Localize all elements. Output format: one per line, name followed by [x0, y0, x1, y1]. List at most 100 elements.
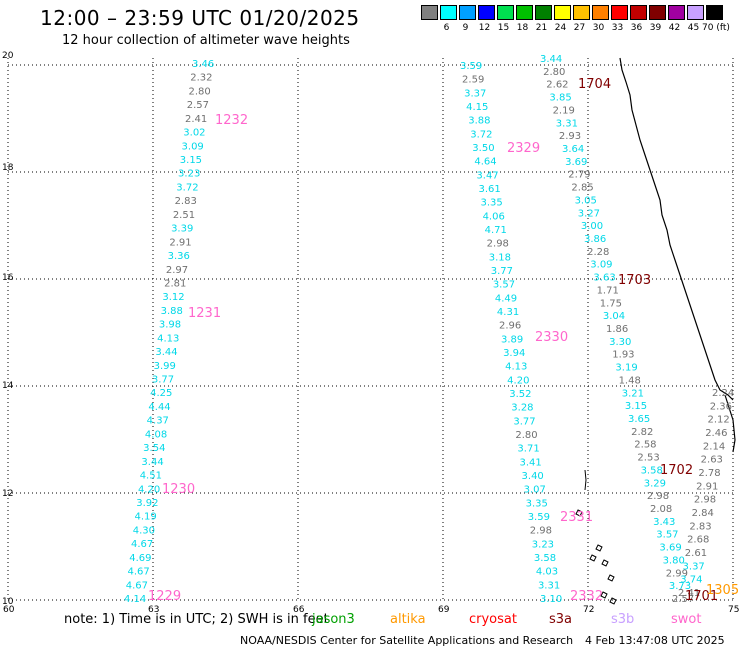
wave-height-value: 3.85	[549, 93, 571, 104]
wave-height-value: 2.24	[712, 388, 734, 399]
wave-height-value: 2.14	[703, 441, 725, 452]
wave-height-value: 3.44	[155, 347, 177, 358]
wave-height-value: 3.69	[565, 157, 587, 168]
footer-credit: NOAA/NESDIS Center for Satellite Applica…	[240, 634, 574, 647]
wave-height-value: 3.00	[581, 221, 603, 232]
lat-tick-label: 20	[2, 51, 14, 61]
wave-height-value: 2.93	[559, 131, 581, 142]
wave-height-value: 3.88	[468, 116, 490, 127]
wave-height-value: 3.30	[609, 337, 631, 348]
lon-tick-label: 69	[438, 605, 450, 615]
wave-height-value: 3.10	[540, 594, 562, 605]
legend-label: 24	[554, 23, 567, 33]
small-island	[601, 559, 609, 567]
wave-height-value: 3.72	[176, 182, 198, 193]
wave-height-value: 2.82	[631, 427, 653, 438]
pass-time-label: 2330	[535, 330, 568, 345]
wave-height-value: 3.59	[460, 61, 482, 72]
legend-label: 36	[630, 23, 643, 33]
wave-height-value: 3.94	[503, 348, 525, 359]
pass-time-label: 2329	[507, 141, 540, 156]
legend-swatch	[611, 5, 628, 20]
wave-height-value: 4.19	[134, 512, 156, 523]
pass-time-label: 2331	[560, 510, 593, 525]
wave-height-value: 3.09	[182, 141, 204, 152]
wave-height-value: 4.67	[126, 580, 148, 591]
wave-height-value: 3.28	[511, 403, 533, 414]
small-island	[575, 509, 583, 517]
legend-label: 30	[592, 23, 605, 33]
legend-swatch	[440, 5, 457, 20]
wave-height-value: 3.35	[526, 498, 548, 509]
wave-height-value: 4.06	[483, 211, 505, 222]
wave-height-value: 3.92	[136, 498, 158, 509]
wave-height-value: 3.23	[178, 169, 200, 180]
wave-height-value: 2.85	[571, 183, 593, 194]
pass-time-label: 1704	[578, 77, 611, 92]
wave-height-value: 1.71	[597, 285, 619, 296]
wave-height-value: 2.59	[462, 75, 484, 86]
wave-height-value: 3.73	[669, 581, 691, 592]
pass-time-label: 1702	[660, 463, 693, 478]
small-island	[607, 574, 615, 582]
wave-height-value: 4.49	[495, 293, 517, 304]
wave-height-value: 2.53	[637, 453, 659, 464]
satellite-label-cryosat: cryosat	[469, 612, 517, 627]
wave-height-value: 3.35	[481, 198, 503, 209]
wave-height-value: 2.51	[173, 210, 195, 221]
wave-height-value: 4.20	[507, 375, 529, 386]
lat-tick-label: 10	[2, 597, 14, 607]
lat-lon-grid	[7, 58, 734, 601]
wave-height-value: 3.63	[593, 273, 615, 284]
satellite-label-s3a: s3a	[549, 612, 573, 627]
wave-height-value: 3.09	[590, 260, 612, 271]
satellite-label-jason3: jason3	[312, 612, 355, 627]
wave-height-value: 3.39	[171, 224, 193, 235]
wave-height-value: 3.37	[464, 88, 486, 99]
lat-tick-label: 12	[2, 489, 13, 499]
wave-height-value: 4.37	[147, 416, 169, 427]
wave-height-value: 4.31	[497, 307, 519, 318]
legend-label: 70 (ft)	[702, 23, 730, 33]
wave-height-value: 3.37	[683, 561, 705, 572]
wave-height-value: 3.05	[575, 195, 597, 206]
wave-height-value: 3.07	[524, 485, 546, 496]
wave-height-value: 3.15	[625, 401, 647, 412]
pass-time-labels: 1232 1231 1230 1229 2329 2330 2331 2332 1704 1703…	[148, 77, 739, 604]
wave-height-value: 3.36	[168, 251, 190, 262]
wave-height-value: 3.47	[476, 170, 498, 181]
pass-time-label: 1230	[162, 482, 195, 497]
pass-time-label: 1305	[706, 583, 739, 598]
wave-height-value: 3.44	[540, 54, 562, 65]
legend-swatch	[421, 5, 438, 20]
wave-height-value: 3.23	[532, 539, 554, 550]
wave-height-value: 2.28	[587, 247, 609, 258]
small-island	[600, 591, 608, 599]
wave-height-value: 2.98	[530, 526, 552, 537]
small-island	[589, 554, 597, 562]
wave-height-value: 4.13	[505, 362, 527, 373]
wave-height-value: 2.32	[190, 73, 212, 84]
wave-height-value: 3.02	[183, 128, 205, 139]
wave-height-value: 2.83	[689, 521, 711, 532]
pass-time-label: 1229	[148, 589, 181, 604]
lat-tick-label: 14	[2, 381, 14, 391]
wave-height-value: 2.91	[169, 237, 191, 248]
wave-height-value: 3.77	[513, 416, 535, 427]
wave-height-value: 3.27	[578, 208, 600, 219]
wave-height-value: 3.57	[656, 530, 678, 541]
satellite-label-s3b: s3b	[611, 612, 635, 627]
wave-height-value: 2.63	[701, 455, 723, 466]
legend-swatch	[459, 5, 476, 20]
wave-height-value: 3.80	[663, 555, 685, 566]
wave-height-value: 3.31	[556, 118, 578, 129]
wave-height-value: 4.67	[127, 567, 149, 578]
wave-height-value: 3.72	[470, 129, 492, 140]
legend-swatch	[649, 5, 666, 20]
wave-height-value: 3.64	[562, 144, 584, 155]
wave-height-value: 2.36	[710, 401, 732, 412]
legend-swatch	[630, 5, 647, 20]
wave-height-value: 2.19	[553, 105, 575, 116]
wave-height-value: 2.46	[705, 428, 727, 439]
